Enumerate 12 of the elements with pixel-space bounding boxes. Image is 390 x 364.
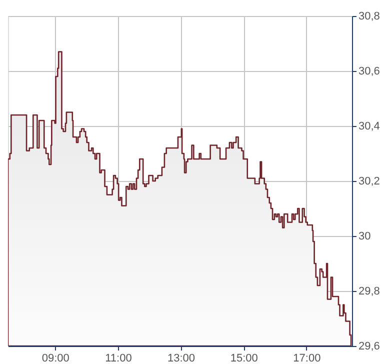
x-tick-label: 17:00 — [293, 352, 321, 364]
x-tick-label: 13:00 — [168, 352, 196, 364]
x-tick-label: 11:00 — [105, 352, 132, 364]
y-tick-label: 30,8 — [358, 10, 380, 22]
y-tick-label: 29,8 — [358, 286, 380, 298]
x-tick-label: 09:00 — [42, 352, 70, 364]
y-tick-label: 30,6 — [358, 66, 380, 78]
y-tick-label: 29,6 — [358, 340, 380, 352]
y-tick-label: 30,2 — [358, 176, 380, 188]
y-tick-label: 30,4 — [358, 120, 380, 132]
y-tick-label: 30 — [358, 230, 371, 242]
x-tick-label: 15:00 — [230, 352, 258, 364]
